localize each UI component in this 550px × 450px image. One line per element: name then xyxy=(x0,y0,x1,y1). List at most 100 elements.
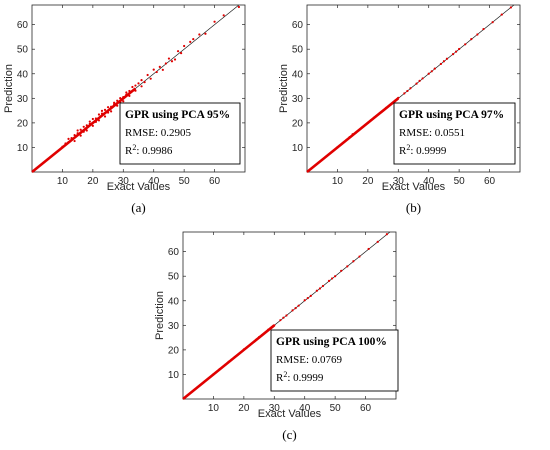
data-point xyxy=(221,365,224,369)
data-point xyxy=(303,299,306,302)
metrics-annotation: GPR using PCA 100% RMSE: 0.0769 R2: 0.9999 xyxy=(270,329,399,392)
data-point xyxy=(306,296,309,300)
y-tick-label: 10 xyxy=(17,143,29,154)
x-tick-label: 60 xyxy=(484,176,496,187)
panel-label: (c) xyxy=(282,427,296,442)
data-point xyxy=(237,5,241,9)
data-point xyxy=(79,134,82,137)
data-point xyxy=(61,145,64,148)
data-point xyxy=(192,38,195,41)
data-point xyxy=(445,57,449,60)
data-point xyxy=(331,277,334,280)
data-point xyxy=(391,102,394,105)
data-point xyxy=(458,47,461,51)
panel-label: (b) xyxy=(406,200,421,215)
data-point xyxy=(491,21,494,24)
data-point xyxy=(180,52,183,55)
data-point xyxy=(357,129,360,132)
data-point xyxy=(376,240,379,243)
data-point xyxy=(149,77,152,80)
data-point xyxy=(230,358,233,361)
data-point xyxy=(385,106,388,110)
data-point xyxy=(285,314,288,317)
data-point xyxy=(270,326,273,329)
y-tick-label: 60 xyxy=(17,20,29,31)
data-point xyxy=(212,373,215,376)
data-point xyxy=(125,91,128,94)
data-point xyxy=(128,94,131,97)
data-point xyxy=(409,87,412,90)
data-point xyxy=(369,119,372,122)
data-point xyxy=(500,13,503,16)
data-point xyxy=(394,99,397,102)
data-point xyxy=(146,73,149,77)
data-point xyxy=(279,319,282,322)
data-point xyxy=(76,129,79,132)
data-point xyxy=(442,60,446,63)
data-point xyxy=(236,353,239,356)
y-tick-label: 10 xyxy=(292,143,304,154)
data-point xyxy=(267,328,270,331)
data-point xyxy=(164,62,167,65)
y-tick-label: 40 xyxy=(17,69,29,80)
data-point xyxy=(76,132,79,135)
data-point xyxy=(464,43,467,46)
data-point xyxy=(161,68,164,71)
data-point xyxy=(173,58,177,61)
data-point xyxy=(470,38,473,41)
annotation-box xyxy=(393,102,516,165)
data-point xyxy=(233,355,236,359)
y-tick-label: 30 xyxy=(292,94,304,105)
x-tick-label: 60 xyxy=(209,176,221,187)
data-point xyxy=(155,70,158,74)
x-tick-label: 50 xyxy=(454,176,466,187)
chart-panel-b: 10 20 30 40 50 60 10 20 30 40 50 60 Exact Values Pred… xyxy=(278,4,521,215)
y-axis-label: Prediction xyxy=(278,64,290,113)
x-tick-label: 40 xyxy=(148,176,160,187)
y-tick-label: 20 xyxy=(168,345,180,356)
data-point xyxy=(291,309,294,312)
data-point xyxy=(439,62,442,66)
data-point xyxy=(318,287,322,290)
data-point xyxy=(348,136,351,139)
data-point xyxy=(334,275,337,278)
y-axis-label: Prediction xyxy=(3,64,15,113)
data-point xyxy=(248,343,252,347)
x-axis-label: Exact Values xyxy=(107,181,171,193)
data-point xyxy=(254,338,258,341)
x-tick-label: 20 xyxy=(87,176,99,187)
x-tick-label: 50 xyxy=(330,403,342,414)
annotation-box xyxy=(119,102,241,165)
x-tick-label: 10 xyxy=(332,176,344,187)
metrics-annotation: GPR using PCA 95% RMSE: 0.2905 R2: 0.9986 xyxy=(119,102,241,165)
data-point xyxy=(367,247,370,251)
r2-value: R2: 0.9999 xyxy=(399,143,447,157)
data-point xyxy=(140,85,143,88)
data-point xyxy=(372,116,376,119)
data-point xyxy=(360,126,363,129)
data-point xyxy=(106,111,110,114)
x-tick-label: 10 xyxy=(208,403,220,414)
data-point xyxy=(415,82,418,85)
x-tick-label: 60 xyxy=(360,403,372,414)
data-point xyxy=(321,284,325,288)
data-point xyxy=(427,72,430,75)
data-point xyxy=(352,260,355,263)
data-point xyxy=(482,27,485,31)
data-point xyxy=(67,140,70,144)
data-point xyxy=(70,137,73,140)
data-point xyxy=(273,324,276,327)
data-point xyxy=(125,93,128,96)
data-point xyxy=(354,131,357,134)
y-tick-label: 30 xyxy=(168,321,180,332)
data-point xyxy=(119,96,122,100)
data-point xyxy=(421,77,424,80)
dense-points-band xyxy=(31,87,137,174)
y-tick-label: 50 xyxy=(17,45,29,56)
r2-value: R2: 0.9999 xyxy=(276,370,324,384)
data-point xyxy=(143,81,146,84)
y-tick-label: 60 xyxy=(168,247,180,258)
data-point xyxy=(433,67,436,70)
data-point xyxy=(91,117,94,121)
x-tick-label: 40 xyxy=(299,403,311,414)
